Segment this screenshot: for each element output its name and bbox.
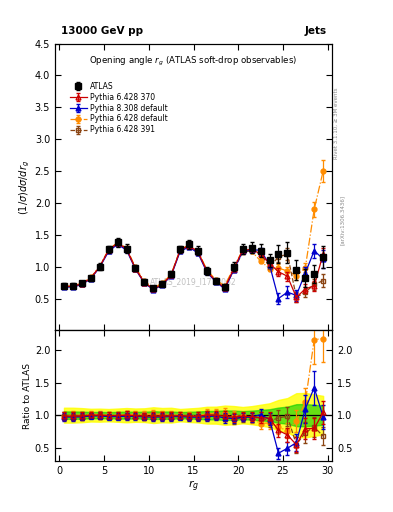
Text: ATLAS_2019_I1772062: ATLAS_2019_I1772062: [150, 277, 237, 286]
Text: 13000 GeV pp: 13000 GeV pp: [61, 26, 143, 36]
Text: Rivet 3.1.10, ≥ 3M events: Rivet 3.1.10, ≥ 3M events: [334, 87, 338, 159]
Legend: ATLAS, Pythia 6.428 370, Pythia 8.308 default, Pythia 6.428 default, Pythia 6.42: ATLAS, Pythia 6.428 370, Pythia 8.308 de…: [70, 82, 167, 135]
X-axis label: $r_g$: $r_g$: [188, 478, 199, 494]
Y-axis label: Ratio to ATLAS: Ratio to ATLAS: [23, 362, 32, 429]
Y-axis label: $(1/\sigma) d\sigma/d r_g$: $(1/\sigma) d\sigma/d r_g$: [17, 159, 32, 215]
Text: Jets: Jets: [305, 26, 327, 36]
Text: [arXiv:1306.3436]: [arXiv:1306.3436]: [340, 195, 344, 245]
Text: Opening angle $r_g$ (ATLAS soft-drop observables): Opening angle $r_g$ (ATLAS soft-drop obs…: [90, 55, 298, 68]
